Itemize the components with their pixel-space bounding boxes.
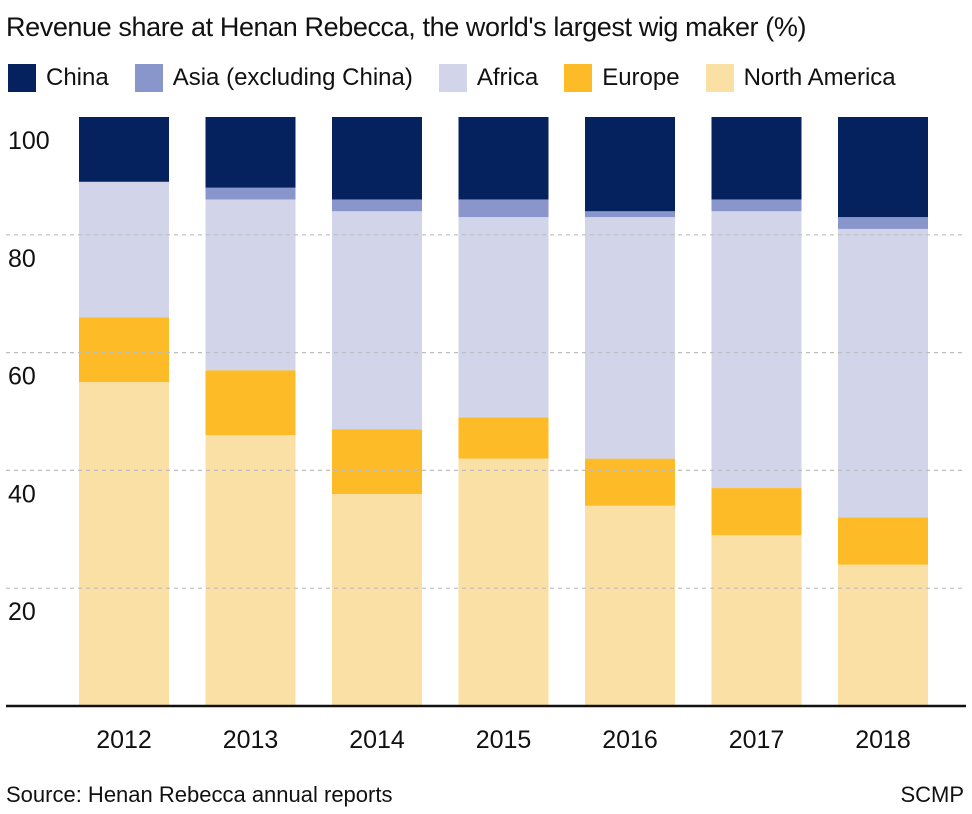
bar-segment-africa-2013	[205, 199, 296, 371]
bar-segment-europe-2014	[332, 429, 422, 494]
legend-swatch-africa	[438, 64, 467, 92]
bar-segment-asia-excluding-china-2017	[711, 199, 802, 212]
legend-swatch-china	[8, 64, 36, 92]
source-note: Source: Henan Rebecca annual reports	[6, 782, 393, 807]
bars-group	[79, 117, 928, 706]
bar-segment-north-america-2018	[838, 564, 928, 706]
bar-segment-north-america-2015	[458, 458, 549, 706]
bar-segment-africa-2018	[838, 228, 928, 518]
x-tick-label: 2014	[349, 726, 405, 754]
bar-segment-europe-2016	[585, 458, 675, 506]
bar-segment-north-america-2013	[205, 435, 296, 706]
bar-segment-europe-2013	[205, 370, 296, 436]
bar-segment-asia-excluding-china-2014	[332, 199, 422, 212]
legend-label: Europe	[602, 64, 680, 91]
bar-segment-europe-2017	[711, 488, 802, 536]
x-tick-label: 2017	[729, 726, 785, 754]
bar-segment-china-2016	[585, 117, 675, 212]
bar-segment-africa-2016	[585, 217, 675, 459]
bar-segment-china-2012	[79, 117, 169, 182]
bar-segment-europe-2015	[458, 417, 549, 459]
legend-item-china: China	[8, 64, 109, 92]
gridlines	[6, 234, 966, 589]
plot-area: 20 40 60 80 100 2012 2013 2014 2015 2016 2017 2018	[6, 117, 966, 754]
legend-swatch-europe	[564, 64, 593, 92]
credit-label: SCMP	[900, 782, 964, 807]
x-tick-label: 2012	[96, 726, 152, 754]
chart-title: Revenue share at Henan Rebecca, the worl…	[6, 12, 807, 42]
bar-segment-china-2013	[205, 117, 296, 188]
y-tick-label: 40	[8, 480, 36, 508]
bar-segment-north-america-2012	[79, 382, 169, 706]
bar-segment-asia-excluding-china-2013	[205, 187, 296, 200]
legend-item-asia-excluding-china: Asia (excluding China)	[134, 64, 413, 92]
x-tick-label: 2016	[602, 726, 658, 754]
bar-segment-asia-excluding-china-2016	[585, 211, 675, 218]
y-tick-label: 80	[8, 245, 36, 273]
bar-segment-africa-2017	[711, 211, 802, 489]
y-tick-label: 60	[8, 363, 36, 391]
legend: China Asia (excluding China) Africa Europe N…	[8, 58, 922, 98]
bar-segment-europe-2012	[79, 317, 169, 383]
y-tick-label: 100	[8, 127, 50, 155]
legend-item-north-america: North America	[705, 64, 896, 92]
y-tick-label: 20	[8, 598, 36, 626]
bar-segment-china-2017	[711, 117, 802, 200]
bar-segment-china-2014	[332, 117, 422, 200]
x-tick-label: 2018	[855, 726, 911, 754]
bar-segment-africa-2012	[79, 181, 169, 318]
legend-swatch-asia-excluding-china	[134, 64, 163, 92]
legend-label: North America	[743, 64, 896, 91]
bar-segment-north-america-2017	[711, 535, 802, 706]
legend-label: Asia (excluding China)	[172, 64, 413, 91]
legend-item-europe: Europe	[564, 64, 680, 92]
legend-swatch-north-america	[705, 64, 734, 92]
bar-segment-europe-2018	[838, 517, 928, 565]
bar-segment-africa-2015	[458, 217, 549, 418]
x-tick-label: 2013	[223, 726, 279, 754]
x-tick-label: 2015	[476, 726, 532, 754]
bar-segment-north-america-2016	[585, 505, 675, 706]
bar-segment-asia-excluding-china-2018	[838, 217, 928, 229]
bar-segment-africa-2014	[332, 211, 422, 430]
bar-segment-china-2018	[838, 117, 928, 218]
bar-segment-north-america-2014	[332, 493, 422, 706]
bar-segment-asia-excluding-china-2015	[458, 199, 549, 218]
legend-label: China	[46, 64, 109, 91]
legend-item-africa: Africa	[438, 64, 539, 92]
legend-label: Africa	[476, 64, 539, 91]
bar-segment-china-2015	[458, 117, 549, 200]
